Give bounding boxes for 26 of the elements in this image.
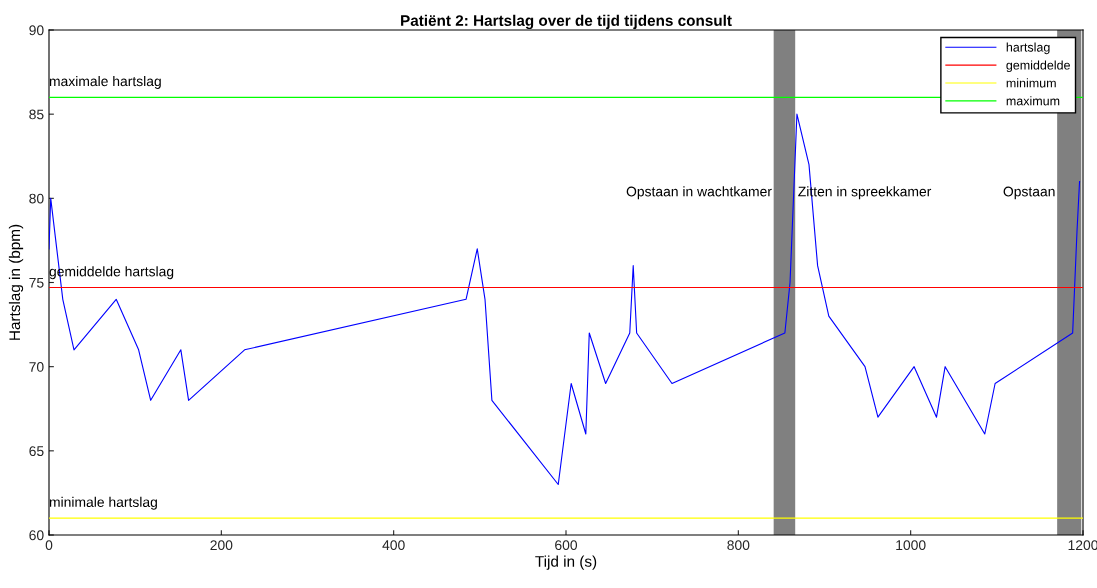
y-tick-label: 75 bbox=[29, 277, 44, 288]
legend-label: minimum bbox=[1006, 78, 1056, 88]
band-label: Opstaan in wachtkamer bbox=[626, 186, 772, 200]
y-tick-label: 60 bbox=[29, 530, 44, 541]
x-tick-label: 0 bbox=[45, 540, 53, 551]
x-tick-label: 200 bbox=[210, 540, 233, 551]
y-axis-title: Hartslag in (bpm) bbox=[8, 224, 24, 340]
x-tick-label: 600 bbox=[555, 540, 578, 551]
x-axis-title: Tijd in (s) bbox=[535, 555, 597, 570]
annotation: maximale hartslag bbox=[49, 75, 161, 89]
y-tick-label: 85 bbox=[29, 109, 44, 120]
y-tick-label: 90 bbox=[29, 25, 44, 36]
line-series bbox=[49, 113, 1081, 486]
x-tick-label: 1000 bbox=[896, 540, 926, 551]
band-label: Opstaan bbox=[1003, 186, 1055, 200]
y-tick-label: 80 bbox=[29, 193, 44, 204]
x-tick-label: 400 bbox=[382, 540, 405, 551]
x-tick-label: 1200 bbox=[1068, 540, 1097, 551]
legend-label: hartslag bbox=[1006, 42, 1050, 55]
legend-label: maximum bbox=[1006, 96, 1060, 106]
annotation: minimale hartslag bbox=[49, 496, 157, 510]
chart-title: Patiënt 2: Hartslag over de tijd tijdens consult bbox=[401, 14, 732, 30]
y-tick-label: 70 bbox=[29, 362, 44, 372]
x-tick-label: 800 bbox=[727, 540, 750, 551]
legend-label: gemiddelde bbox=[1006, 60, 1070, 73]
y-tick-label: 65 bbox=[29, 446, 44, 456]
